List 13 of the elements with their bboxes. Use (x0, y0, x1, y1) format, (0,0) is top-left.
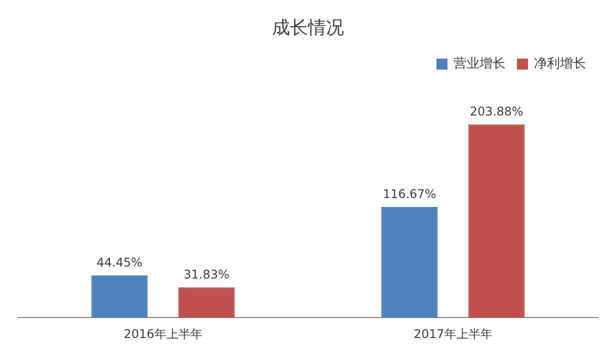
data-label: 203.88% (470, 104, 524, 118)
bar (381, 206, 438, 318)
bar (91, 275, 148, 318)
bar (178, 287, 235, 318)
data-label: 31.83% (184, 268, 230, 282)
legend-label: 净利增长 (534, 56, 586, 72)
x-tick-label: 2017年上半年 (414, 326, 492, 341)
bar (468, 124, 525, 318)
data-label: 44.45% (96, 256, 142, 270)
x-tick-label: 2016年上半年 (124, 326, 202, 341)
legend-label: 营业增长 (454, 56, 506, 72)
chart-title: 成长情况 (272, 17, 344, 38)
data-label: 116.67% (382, 187, 436, 202)
